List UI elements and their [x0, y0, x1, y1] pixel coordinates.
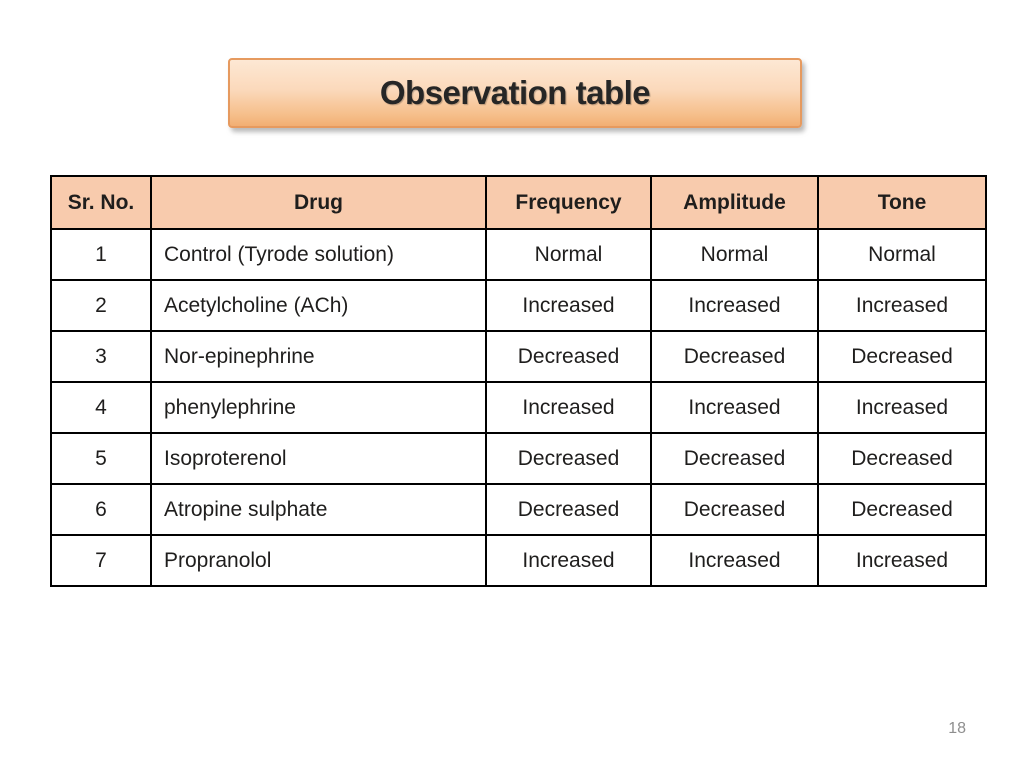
column-header-tone: Tone [817, 175, 987, 230]
cell-tone: Decreased [817, 330, 987, 383]
cell-sr: 4 [50, 381, 152, 434]
cell-amplitude: Normal [650, 228, 819, 281]
cell-frequency: Decreased [485, 330, 652, 383]
cell-tone: Decreased [817, 483, 987, 536]
cell-tone: Increased [817, 381, 987, 434]
table-row: 1 Control (Tyrode solution) Normal Norma… [50, 228, 987, 281]
cell-amplitude: Decreased [650, 483, 819, 536]
cell-amplitude: Increased [650, 279, 819, 332]
table-row: 2 Acetylcholine (ACh) Increased Increase… [50, 279, 987, 332]
cell-tone: Increased [817, 279, 987, 332]
table-row: 4 phenylephrine Increased Increased Incr… [50, 381, 987, 434]
cell-drug: Propranolol [150, 534, 487, 587]
cell-drug: Isoproterenol [150, 432, 487, 485]
cell-sr: 7 [50, 534, 152, 587]
table-row: 3 Nor-epinephrine Decreased Decreased De… [50, 330, 987, 383]
column-header-drug: Drug [150, 175, 487, 230]
column-header-frequency: Frequency [485, 175, 652, 230]
cell-amplitude: Decreased [650, 330, 819, 383]
header-row: Sr. No. Drug Frequency Amplitude Tone [50, 175, 987, 230]
cell-amplitude: Increased [650, 534, 819, 587]
cell-frequency: Decreased [485, 483, 652, 536]
cell-tone: Decreased [817, 432, 987, 485]
table-row: 7 Propranolol Increased Increased Increa… [50, 534, 987, 587]
cell-drug: phenylephrine [150, 381, 487, 434]
cell-drug: Nor-epinephrine [150, 330, 487, 383]
column-header-amplitude: Amplitude [650, 175, 819, 230]
table-body: 1 Control (Tyrode solution) Normal Norma… [50, 228, 987, 587]
cell-frequency: Decreased [485, 432, 652, 485]
cell-tone: Normal [817, 228, 987, 281]
cell-sr: 5 [50, 432, 152, 485]
cell-frequency: Increased [485, 381, 652, 434]
cell-drug: Control (Tyrode solution) [150, 228, 487, 281]
observation-table: Sr. No. Drug Frequency Amplitude Tone 1 … [50, 175, 987, 587]
slide-title: Observation table [379, 74, 651, 111]
cell-drug: Acetylcholine (ACh) [150, 279, 487, 332]
table-row: 5 Isoproterenol Decreased Decreased Decr… [50, 432, 987, 485]
cell-amplitude: Increased [650, 381, 819, 434]
cell-drug: Atropine sulphate [150, 483, 487, 536]
slide-title-box: Observation table [228, 58, 802, 128]
cell-sr: 1 [50, 228, 152, 281]
page-number: 18 [948, 720, 966, 737]
table-header: Sr. No. Drug Frequency Amplitude Tone [50, 175, 987, 230]
cell-sr: 6 [50, 483, 152, 536]
cell-sr: 2 [50, 279, 152, 332]
cell-amplitude: Decreased [650, 432, 819, 485]
cell-sr: 3 [50, 330, 152, 383]
column-header-sr-no: Sr. No. [50, 175, 152, 230]
cell-frequency: Normal [485, 228, 652, 281]
cell-frequency: Increased [485, 279, 652, 332]
cell-frequency: Increased [485, 534, 652, 587]
cell-tone: Increased [817, 534, 987, 587]
table-row: 6 Atropine sulphate Decreased Decreased … [50, 483, 987, 536]
